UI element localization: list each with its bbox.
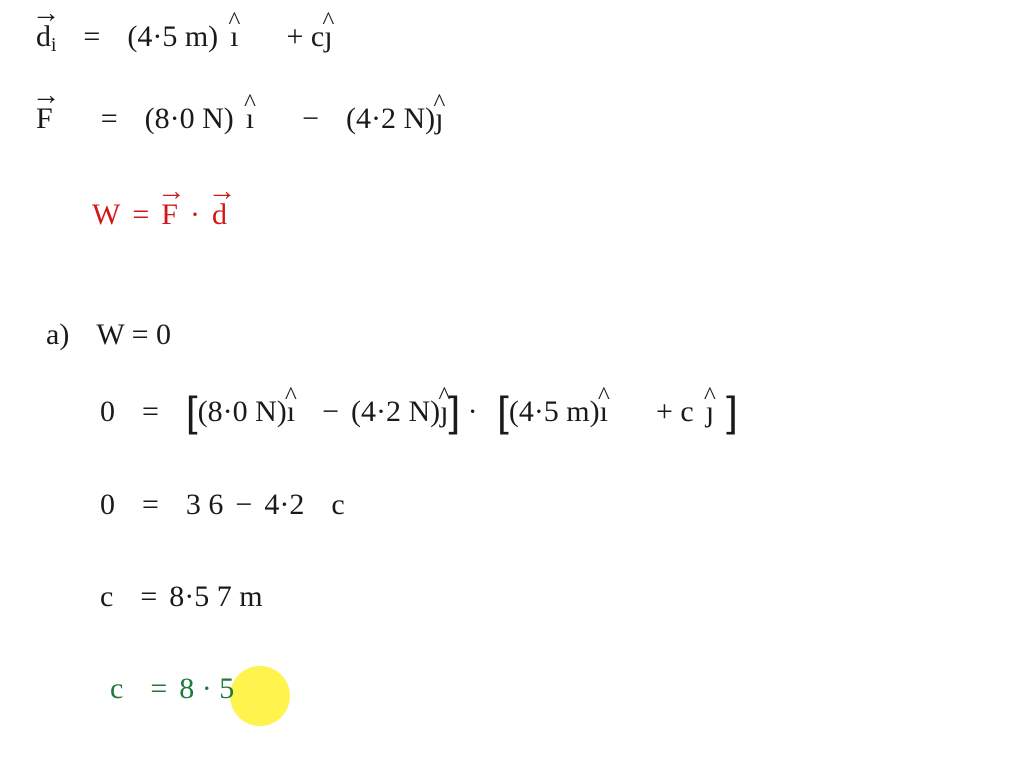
equation-line: W=→F·→d — [92, 198, 227, 232]
vector-d: →d — [36, 20, 51, 54]
unit-vector: ı — [246, 102, 254, 136]
unit-vector: ȷ — [440, 395, 448, 429]
unit-vector: ȷ — [324, 20, 332, 54]
equation-line: →F=(8·0 N)ı−(4·2 N)ȷ — [36, 102, 444, 136]
vector-d: →d — [212, 198, 227, 232]
cursor-highlight — [230, 666, 290, 726]
unit-vector: ı — [600, 395, 608, 429]
vector-F: →F — [36, 102, 53, 136]
unit-vector: ȷ — [706, 395, 714, 429]
equation-line: →di=(4·5 m)ı+ cȷ — [36, 20, 333, 57]
vector-F: →F — [161, 198, 178, 232]
equation-line: 0=[(8·0 N)ı−(4·2 N)ȷ] · [(4·5 m)ı+ cȷ] — [100, 388, 738, 436]
unit-vector: ȷ — [435, 102, 443, 136]
equation-line: c=8 · 5 — [110, 672, 234, 706]
equation-line: 0=3 6−4·2c — [100, 488, 345, 522]
unit-vector: ı — [230, 20, 238, 54]
unit-vector: ı — [287, 395, 295, 429]
equation-line: a)W = 0 — [46, 318, 171, 352]
equation-line: c=8·5 7 m — [100, 580, 263, 614]
